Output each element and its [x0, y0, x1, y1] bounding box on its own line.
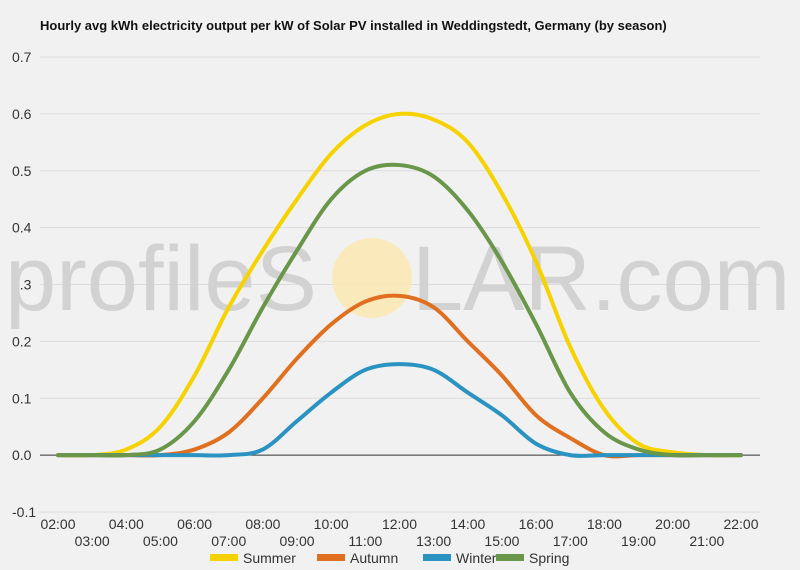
x-tick-label: 20:00 — [655, 516, 690, 532]
y-tick-label: 0.7 — [12, 49, 32, 65]
legend-swatch-summer — [210, 554, 238, 561]
x-tick-label: 02:00 — [40, 516, 75, 532]
x-tick-label: 17:00 — [553, 533, 588, 549]
x-tick-label: 11:00 — [348, 533, 382, 549]
legend-swatch-autumn — [317, 554, 345, 561]
x-tick-label: 14:00 — [450, 516, 485, 532]
y-tick-label: -0.1 — [12, 504, 36, 520]
x-tick-label: 18:00 — [587, 516, 622, 532]
x-tick-label: 08:00 — [245, 516, 280, 532]
watermark-sun-icon — [332, 238, 412, 318]
legend-swatch-spring — [496, 554, 524, 561]
y-tick-label: 0.5 — [12, 163, 32, 179]
x-tick-label: 19:00 — [621, 533, 656, 549]
x-tick-label: 10:00 — [314, 516, 349, 532]
legend-label-spring: Spring — [529, 550, 569, 566]
legend-label-autumn: Autumn — [350, 550, 398, 566]
watermark-text-left: profileS — [5, 228, 317, 330]
x-tick-label: 05:00 — [143, 533, 178, 549]
series-line-spring — [56, 162, 743, 458]
x-tick-label: 15:00 — [484, 533, 519, 549]
y-tick-label: 0.6 — [12, 106, 32, 122]
legend-label-summer: Summer — [243, 550, 296, 566]
x-tick-label: 21:00 — [689, 533, 724, 549]
x-tick-label: 13:00 — [416, 533, 451, 549]
series-line-winter — [56, 362, 743, 458]
y-tick-label: 0.1 — [12, 390, 32, 406]
x-tick-label: 09:00 — [280, 533, 315, 549]
y-tick-label: 0.2 — [12, 333, 32, 349]
series-layer — [56, 111, 743, 459]
y-tick-label: 0.4 — [12, 220, 32, 236]
x-tick-label: 03:00 — [75, 533, 110, 549]
x-tick-label: 06:00 — [177, 516, 212, 532]
x-tick-label: 07:00 — [211, 533, 246, 549]
chart-title: Hourly avg kWh electricity output per kW… — [40, 18, 667, 33]
legend: Summer Autumn Winter Spring — [210, 550, 569, 566]
x-tick-label: 22:00 — [723, 516, 758, 532]
x-tick-label: 04:00 — [109, 516, 144, 532]
watermark: profileS LAR.com — [5, 228, 790, 330]
legend-swatch-winter — [423, 554, 451, 561]
y-tick-label: 0.0 — [12, 447, 32, 463]
x-tick-label: 12:00 — [382, 516, 417, 532]
y-tick-label: 0.3 — [12, 277, 32, 293]
x-tick-label: 16:00 — [519, 516, 554, 532]
legend-label-winter: Winter — [456, 550, 497, 566]
series-line-summer — [56, 111, 743, 458]
watermark-text-right: LAR.com — [412, 228, 790, 330]
